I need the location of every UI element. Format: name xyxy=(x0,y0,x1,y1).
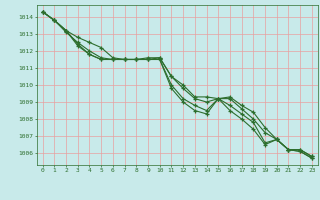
Text: Graphe pression niveau de la mer (hPa): Graphe pression niveau de la mer (hPa) xyxy=(58,185,262,194)
